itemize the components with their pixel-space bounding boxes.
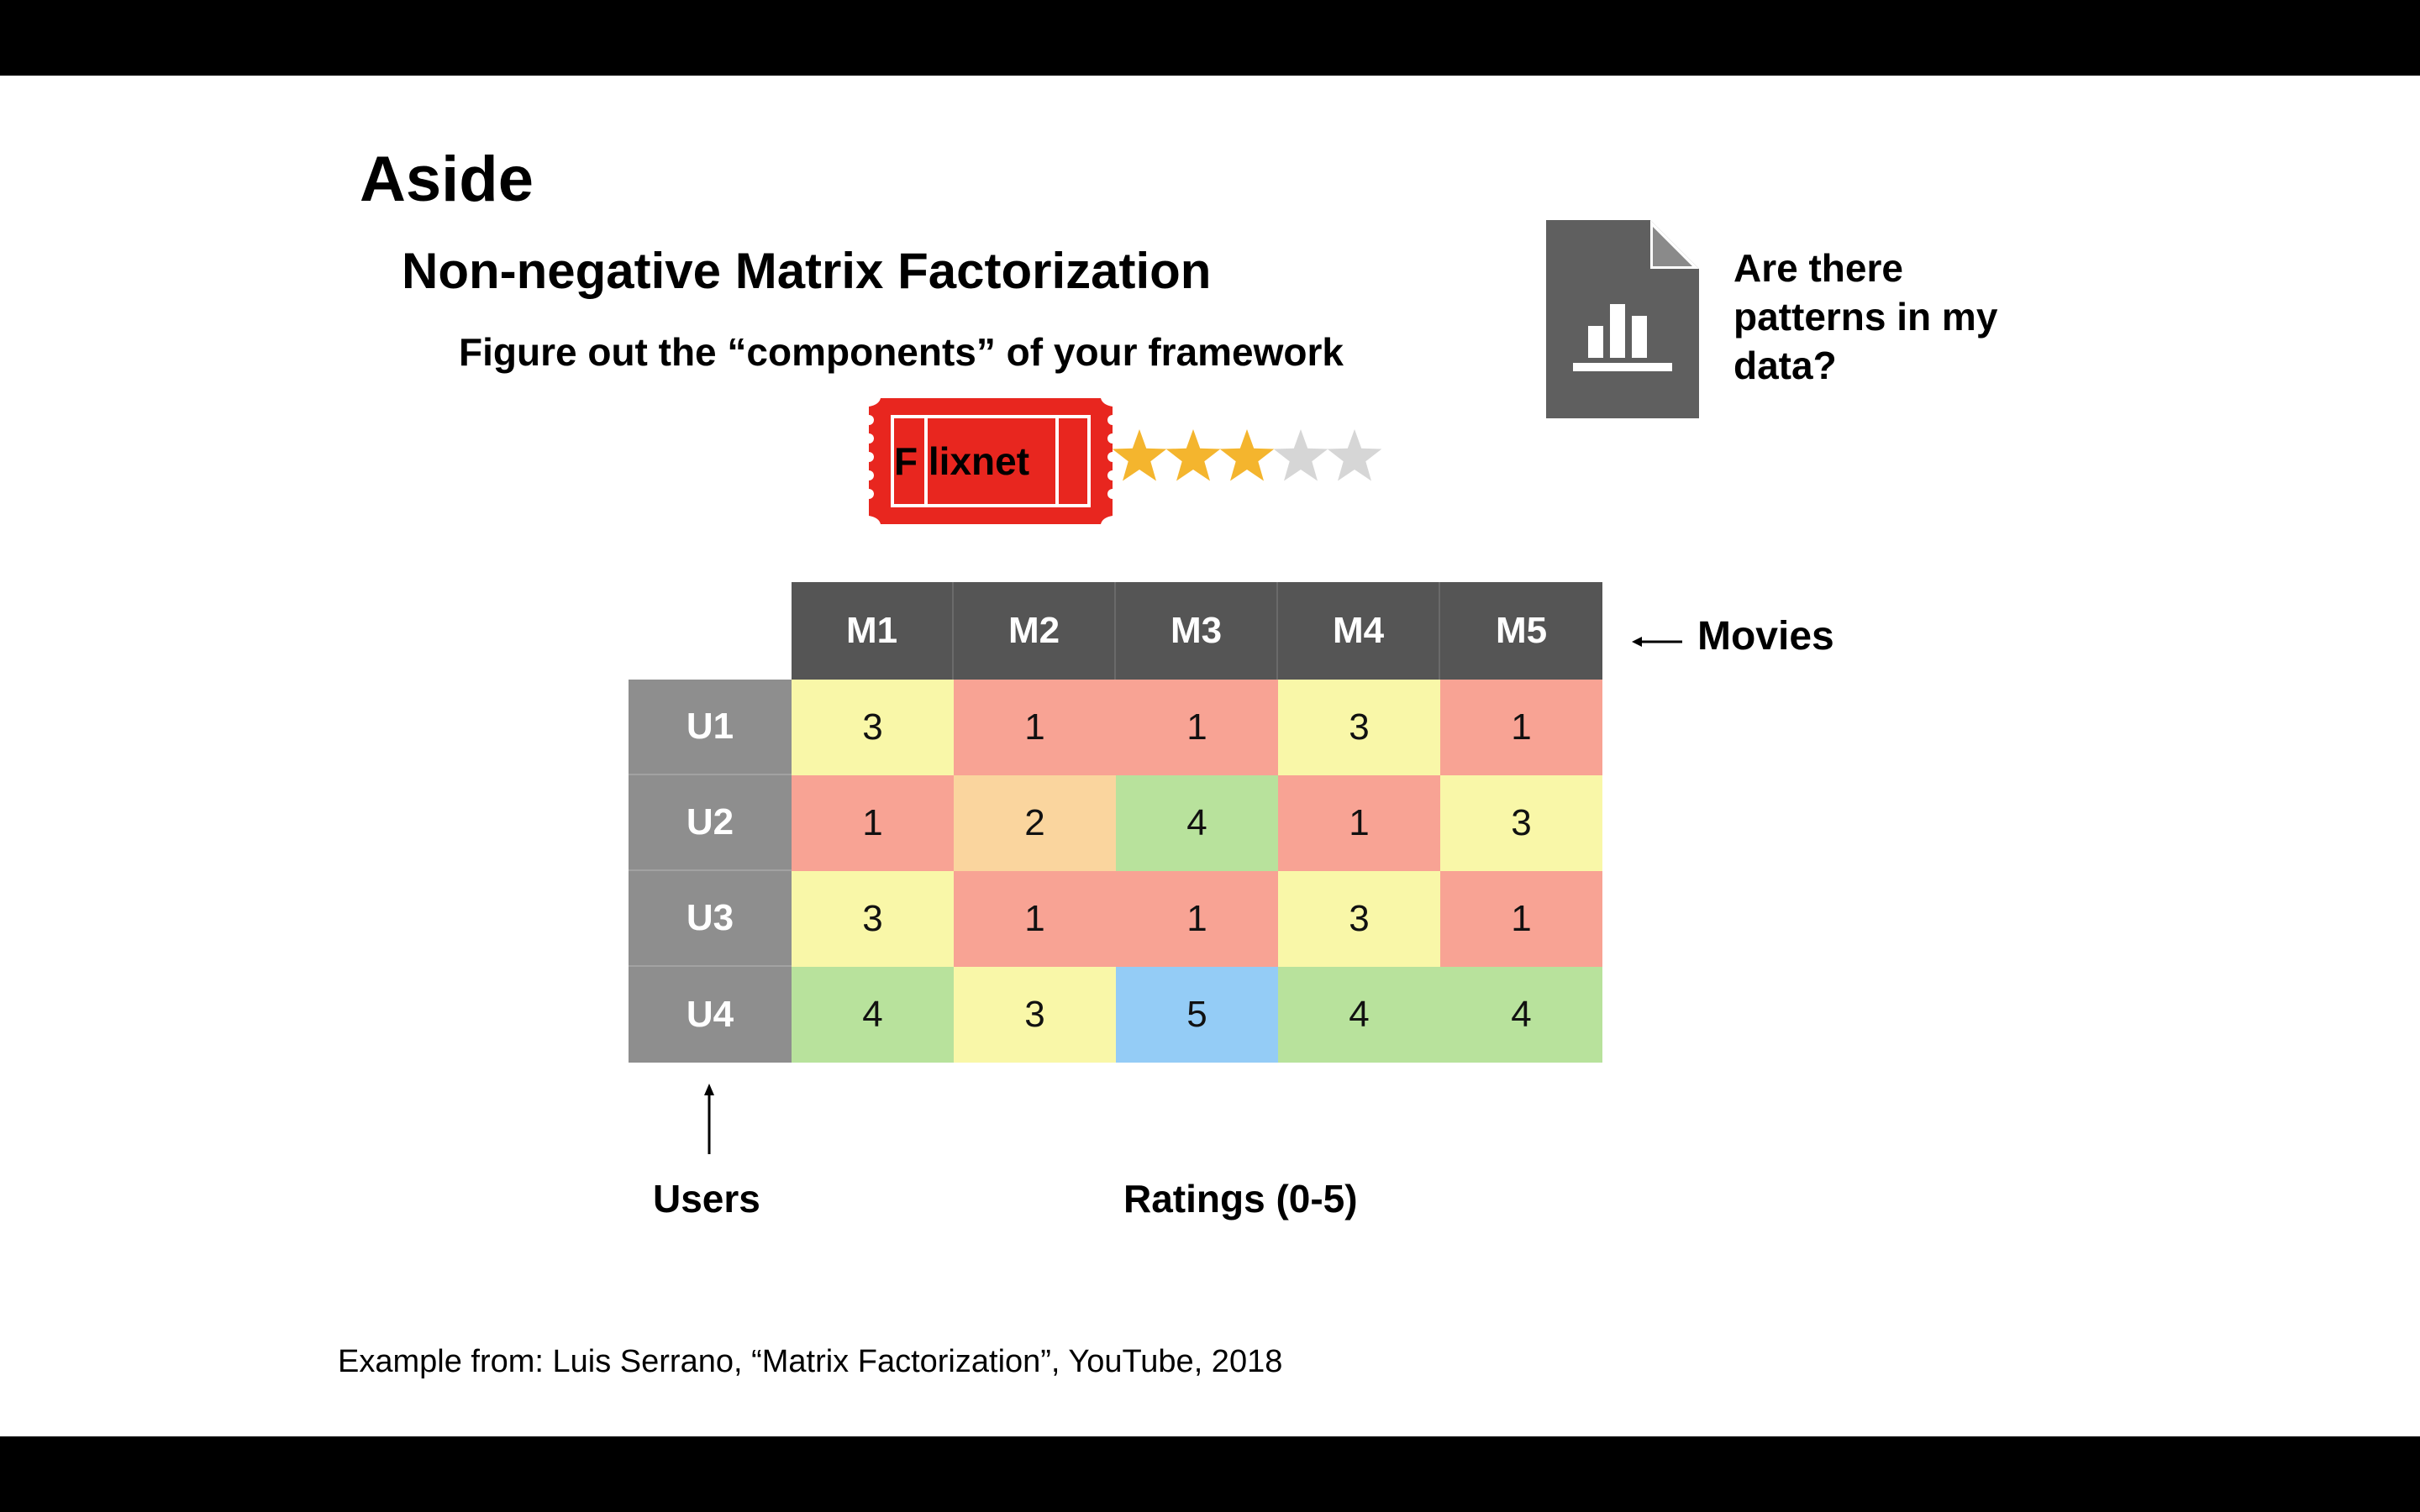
rating-cell: 1 — [1278, 775, 1440, 871]
rating-cell: 1 — [792, 775, 954, 871]
rating-cell: 1 — [1116, 871, 1278, 967]
rating-cell: 4 — [792, 967, 954, 1063]
slide-tagline: Figure out the “components” of your fram… — [459, 330, 1344, 374]
movie-header: M3 — [1116, 582, 1278, 680]
rating-cell: 4 — [1440, 967, 1602, 1063]
movie-header: M2 — [954, 582, 1116, 680]
question-line: patterns in my — [1733, 295, 1998, 339]
movie-header: M4 — [1278, 582, 1440, 680]
rating-cell: 2 — [954, 775, 1116, 871]
movie-header: M5 — [1440, 582, 1602, 680]
movie-header: M1 — [792, 582, 954, 680]
star-empty-icon — [1327, 429, 1381, 481]
rating-cell: 3 — [1440, 775, 1602, 871]
star-filled-icon — [1219, 429, 1275, 481]
rating-cell: 1 — [1440, 871, 1602, 967]
slide: Aside Non-negative Matrix Factorization … — [0, 76, 2420, 1436]
rating-cell: 4 — [1116, 775, 1278, 871]
star-filled-icon — [1165, 429, 1221, 481]
slide-title: Aside — [360, 144, 534, 215]
rating-cell: 5 — [1116, 967, 1278, 1063]
star-filled-icon — [1113, 429, 1167, 481]
question-line: Are there — [1733, 246, 1903, 290]
arrow-left-icon — [1632, 637, 1682, 647]
source-credit: Example from: Luis Serrano, “Matrix Fact… — [338, 1344, 1283, 1379]
ratings-label: Ratings (0-5) — [1123, 1177, 1358, 1221]
rating-cell: 1 — [1440, 680, 1602, 775]
user-header: U2 — [629, 775, 792, 871]
rating-cell: 3 — [792, 871, 954, 967]
question-line: data? — [1733, 344, 1837, 387]
ticket-label: F lixnet — [894, 439, 1030, 483]
rating-cell: 3 — [954, 967, 1116, 1063]
star-empty-icon — [1273, 429, 1328, 481]
document-chart-icon — [1546, 220, 1699, 418]
user-header: U4 — [629, 967, 792, 1063]
slide-subtitle: Non-negative Matrix Factorization — [402, 243, 1212, 299]
star-rating — [1113, 429, 1381, 481]
rating-cell: 4 — [1278, 967, 1440, 1063]
movies-label: Movies — [1697, 614, 1834, 659]
user-header: U3 — [629, 871, 792, 967]
question-text: Are there patterns in my data? — [1733, 244, 2070, 390]
rating-cell: 1 — [954, 680, 1116, 775]
rating-cell: 1 — [1116, 680, 1278, 775]
arrow-up-icon — [704, 1084, 714, 1154]
rating-cell: 3 — [792, 680, 954, 775]
user-header: U1 — [629, 680, 792, 775]
users-label: Users — [653, 1177, 760, 1221]
ratings-matrix: M1 M2 M3 M4 M5 U1 3 1 1 3 1 U2 1 2 4 1 3 U3 3 1 1 3 1 U4 4 3 5 4 4 — [629, 582, 1602, 1063]
rating-cell: 3 — [1278, 680, 1440, 775]
rating-cell: 3 — [1278, 871, 1440, 967]
ticket-icon — [869, 398, 1113, 524]
rating-cell: 1 — [954, 871, 1116, 967]
